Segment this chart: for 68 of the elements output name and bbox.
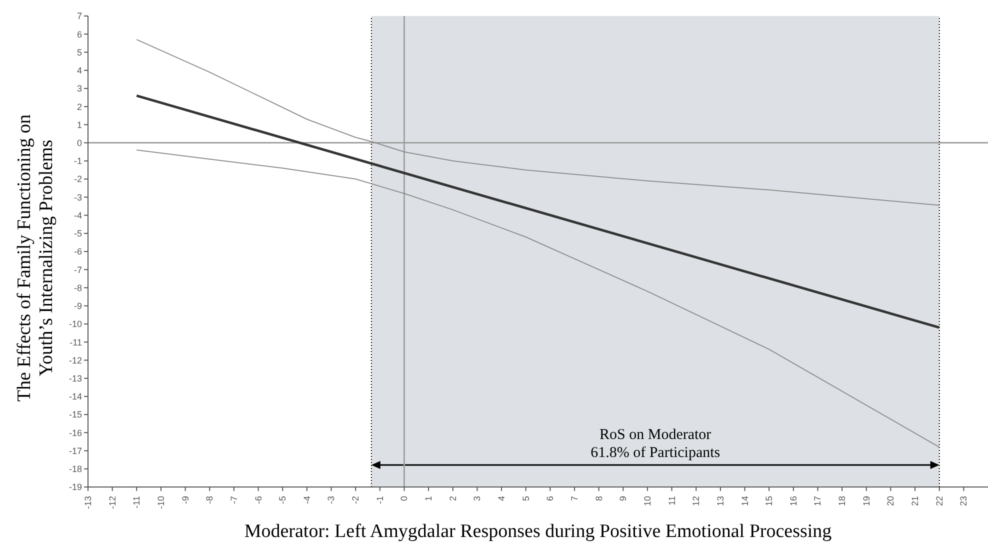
- y-tick-label: 3: [76, 84, 82, 94]
- x-tick-label: 13: [715, 496, 726, 506]
- y-tick-label: 6: [76, 29, 82, 40]
- annotation: RoS on Moderator 61.8% of Participants: [590, 427, 720, 461]
- y-tick-label: -9: [74, 301, 82, 312]
- y-tick-label: -16: [68, 428, 82, 438]
- y-tick-label: -5: [74, 228, 82, 239]
- x-tick-label: -6: [253, 496, 264, 504]
- y-tick-label: -10: [68, 319, 82, 330]
- y-tick-label: -15: [68, 410, 82, 420]
- y-tick-label: -1: [74, 156, 82, 166]
- y-tick-label: 4: [76, 66, 82, 76]
- y-axis-title: The Effects of Family Functioning on Youth’s Internalizing Problems: [14, 114, 57, 402]
- x-tick-label: 15: [764, 496, 774, 506]
- x-tick-label: 21: [910, 496, 920, 506]
- x-tick-label: 5: [520, 496, 531, 502]
- x-tick-label: 22: [934, 496, 944, 506]
- y-tick-label: -19: [68, 482, 82, 492]
- x-tick-label: 23: [958, 496, 969, 506]
- x-axis-title: Moderator: Left Amygdalar Responses during Positive Emotional Processing: [244, 521, 832, 542]
- x-tick-label: 19: [861, 496, 872, 506]
- x-tick-label: 14: [740, 496, 750, 506]
- x-tick-label: 12: [691, 496, 702, 506]
- y-tick-label: -12: [68, 355, 82, 366]
- x-tick-label: -9: [180, 496, 190, 504]
- y-tick-label: -11: [70, 337, 82, 348]
- y-tick-label: -2: [74, 174, 82, 184]
- y-tick-label: -14: [68, 392, 82, 402]
- y-tick-label: -18: [68, 464, 82, 474]
- line-series: [136, 150, 940, 448]
- x-tick-label: -10: [156, 496, 166, 510]
- x-tick-label: 9: [618, 496, 628, 502]
- y-tick-label: 7: [76, 11, 82, 22]
- y-tick-label: 2: [76, 102, 82, 112]
- x-tick-label: 4: [496, 496, 507, 502]
- y-tick-label: -4: [74, 210, 82, 220]
- x-tick-label: 16: [788, 496, 798, 506]
- y-tick-label: 5: [76, 47, 82, 58]
- y-tick-label: 1: [76, 120, 82, 130]
- x-tick-label: 0: [399, 496, 410, 502]
- x-tick-label: 3: [472, 496, 482, 502]
- x-tick-label: 7: [569, 496, 580, 502]
- y-tick-label: 0: [76, 138, 82, 148]
- x-tick-label: -2: [350, 496, 361, 504]
- y-tick-label: -13: [68, 374, 82, 384]
- line-series: [136, 39, 940, 206]
- x-tick-label: -4: [302, 496, 312, 504]
- x-tick-label: 17: [812, 496, 823, 506]
- y-tick-label: -7: [74, 264, 82, 275]
- x-tick-label: -7: [228, 496, 239, 504]
- x-tick-label: -5: [278, 496, 288, 504]
- x-tick-label: 8: [594, 496, 604, 502]
- y-tick-label: -3: [74, 192, 82, 202]
- x-tick-label: -8: [204, 496, 215, 504]
- x-tick-label: 20: [886, 496, 896, 506]
- x-tick-label: 18: [837, 496, 848, 506]
- x-tick-label: -11: [132, 496, 142, 508]
- y-tick-label: -6: [74, 246, 82, 257]
- x-tick-label: 11: [666, 496, 677, 506]
- x-tick-label: 10: [642, 496, 652, 506]
- y-tick-label: -8: [74, 282, 82, 293]
- x-tick-label: 1: [424, 496, 434, 502]
- y-tick-label: -17: [68, 446, 82, 456]
- x-tick-label: 6: [545, 496, 556, 502]
- x-tick-label: -1: [374, 496, 385, 504]
- x-tick-label: -12: [107, 496, 118, 510]
- x-tick-label: -3: [326, 496, 336, 504]
- x-tick-label: 2: [448, 496, 458, 502]
